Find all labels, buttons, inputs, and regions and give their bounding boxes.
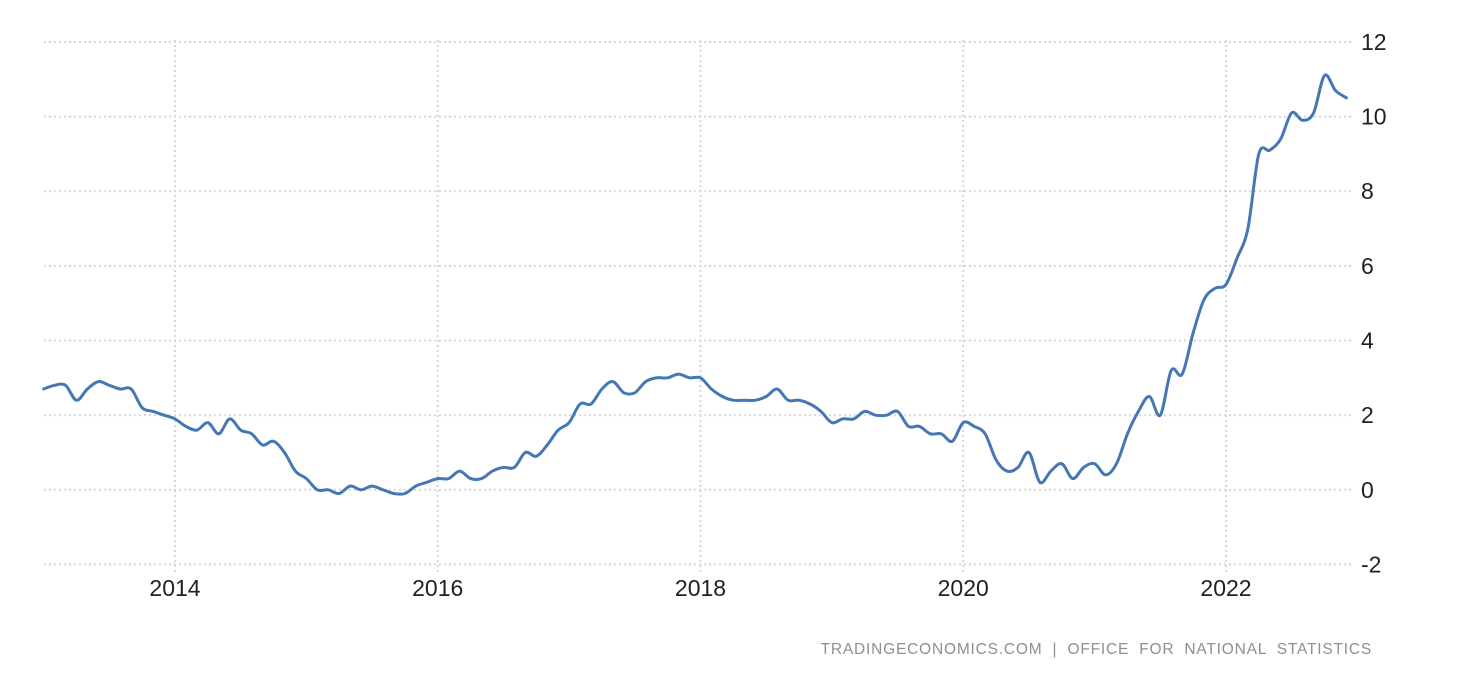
x-axis-label: 2016 bbox=[412, 575, 463, 601]
attribution-text: TRADINGECONOMICS.COM | OFFICE FOR NATION… bbox=[820, 641, 1372, 658]
x-axis-label: 2020 bbox=[938, 575, 989, 601]
y-axis-label: 12 bbox=[1361, 29, 1387, 55]
y-axis-label: 10 bbox=[1361, 104, 1387, 130]
y-axis-label: 4 bbox=[1361, 328, 1374, 354]
y-axis-label: -2 bbox=[1361, 551, 1381, 577]
x-axis-label: 2018 bbox=[675, 575, 726, 601]
y-axis-label: 8 bbox=[1361, 178, 1374, 204]
y-axis-label: 6 bbox=[1361, 253, 1374, 279]
x-axis-label: 2014 bbox=[149, 575, 200, 601]
y-axis-label: 0 bbox=[1361, 477, 1374, 503]
series-line[interactable] bbox=[42, 73, 1348, 496]
y-axis-label: 2 bbox=[1361, 402, 1374, 428]
x-axis-label: 2022 bbox=[1200, 575, 1251, 601]
